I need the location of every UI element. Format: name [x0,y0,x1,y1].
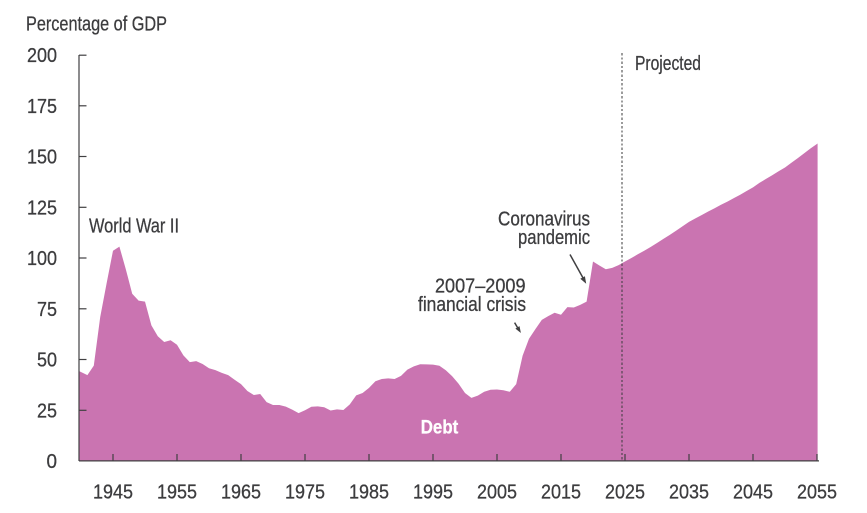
svg-text:200: 200 [27,44,57,67]
svg-text:2025: 2025 [605,481,645,504]
svg-text:175: 175 [27,95,57,118]
svg-text:1975: 1975 [285,481,325,504]
svg-text:Percentage of GDP: Percentage of GDP [26,13,167,36]
svg-text:1945: 1945 [93,481,133,504]
svg-text:2015: 2015 [541,481,581,504]
svg-text:2007–2009: 2007–2009 [435,276,526,298]
svg-text:World War II: World War II [89,215,179,238]
svg-text:50: 50 [37,349,57,372]
svg-text:75: 75 [37,298,57,321]
svg-text:1955: 1955 [157,481,197,504]
svg-text:25: 25 [37,399,57,422]
svg-text:0: 0 [47,450,58,473]
svg-text:2045: 2045 [733,481,773,504]
svg-text:150: 150 [27,146,57,169]
svg-text:2035: 2035 [669,481,709,504]
svg-text:financial crisis: financial crisis [418,294,526,316]
svg-text:2055: 2055 [797,481,837,504]
svg-text:125: 125 [27,196,57,219]
svg-text:1965: 1965 [221,481,261,504]
svg-text:100: 100 [27,247,57,270]
svg-text:pandemic: pandemic [518,227,590,249]
svg-text:Coronavirus: Coronavirus [498,209,590,231]
svg-text:2005: 2005 [477,481,517,504]
svg-text:Projected: Projected [635,52,701,75]
svg-text:1995: 1995 [413,481,453,504]
svg-text:1985: 1985 [349,481,389,504]
svg-text:Debt: Debt [421,417,459,439]
